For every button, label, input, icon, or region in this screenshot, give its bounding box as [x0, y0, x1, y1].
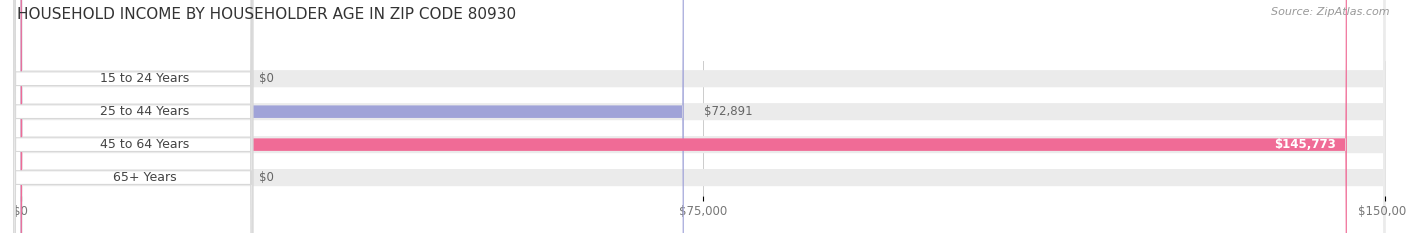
- Text: 25 to 44 Years: 25 to 44 Years: [100, 105, 190, 118]
- FancyBboxPatch shape: [21, 0, 1347, 233]
- FancyBboxPatch shape: [21, 0, 683, 233]
- FancyBboxPatch shape: [14, 0, 253, 233]
- Text: 65+ Years: 65+ Years: [112, 171, 177, 184]
- FancyBboxPatch shape: [21, 0, 1385, 233]
- Text: $72,891: $72,891: [704, 105, 752, 118]
- FancyBboxPatch shape: [21, 0, 1385, 233]
- Text: HOUSEHOLD INCOME BY HOUSEHOLDER AGE IN ZIP CODE 80930: HOUSEHOLD INCOME BY HOUSEHOLDER AGE IN Z…: [17, 7, 516, 22]
- FancyBboxPatch shape: [14, 0, 253, 233]
- Text: $145,773: $145,773: [1274, 138, 1336, 151]
- FancyBboxPatch shape: [21, 0, 1385, 233]
- Text: $0: $0: [260, 72, 274, 85]
- FancyBboxPatch shape: [21, 0, 1385, 233]
- Text: 15 to 24 Years: 15 to 24 Years: [100, 72, 190, 85]
- Text: $0: $0: [260, 171, 274, 184]
- Text: 45 to 64 Years: 45 to 64 Years: [100, 138, 190, 151]
- FancyBboxPatch shape: [14, 0, 253, 233]
- FancyBboxPatch shape: [14, 0, 253, 233]
- Text: Source: ZipAtlas.com: Source: ZipAtlas.com: [1271, 7, 1389, 17]
